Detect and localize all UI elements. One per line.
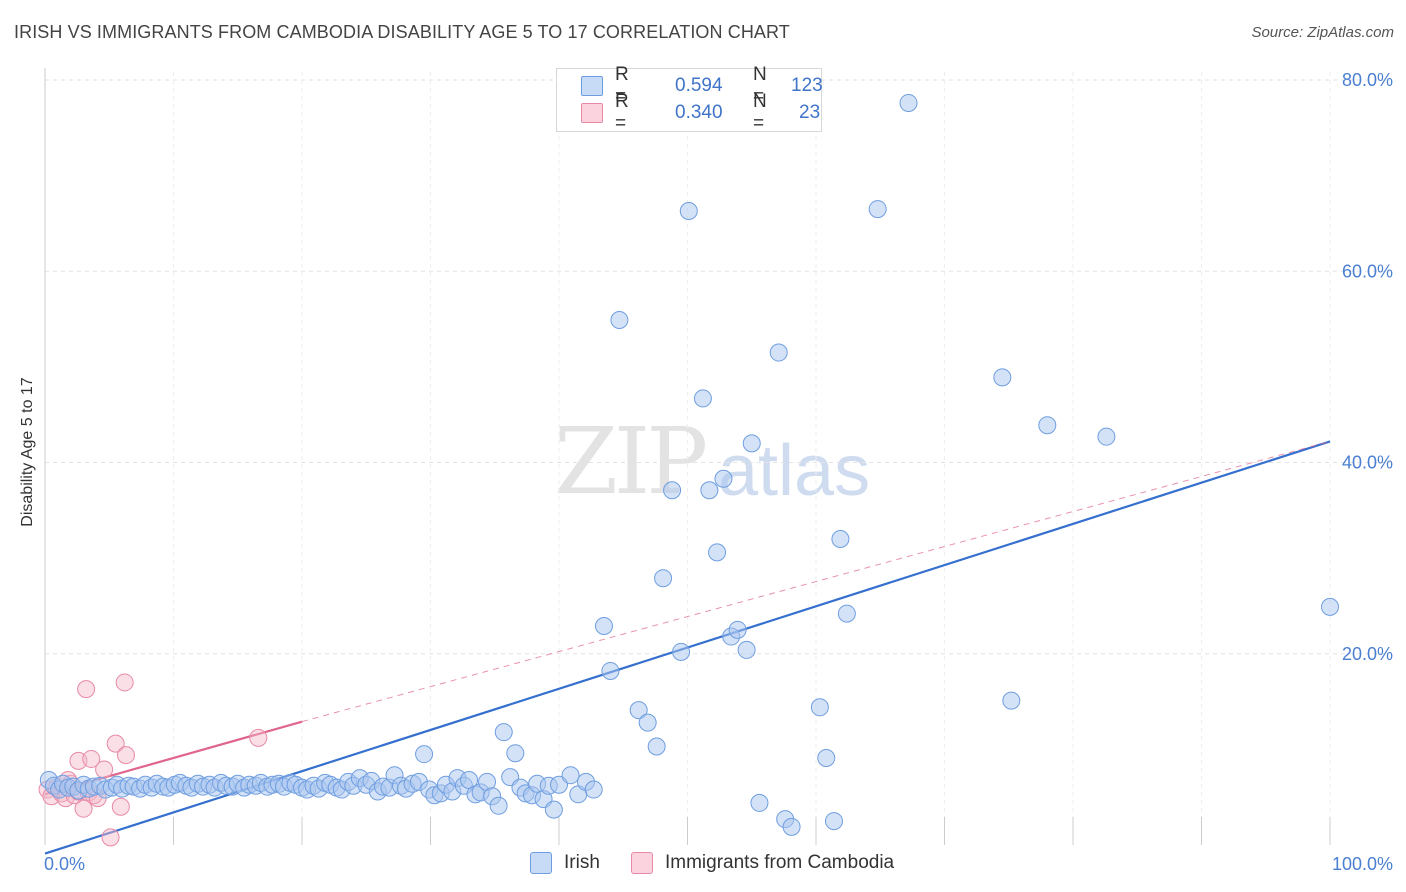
grid-lines bbox=[45, 72, 1390, 845]
data-point-irish bbox=[638, 713, 657, 732]
data-point-irish bbox=[601, 661, 620, 680]
data-point-irish bbox=[672, 642, 691, 661]
data-point-cambodia bbox=[106, 734, 125, 753]
data-point-irish bbox=[737, 640, 756, 659]
data-point-cambodia bbox=[101, 828, 120, 847]
series-legend: Irish Immigrants from Cambodia bbox=[0, 850, 1406, 878]
data-point-irish bbox=[899, 93, 918, 112]
data-point-irish bbox=[782, 817, 801, 836]
legend-r-label: R = bbox=[615, 64, 629, 107]
data-point-irish bbox=[1038, 416, 1057, 435]
data-point-irish bbox=[750, 793, 769, 812]
data-point-irish bbox=[489, 796, 508, 815]
y-tick-label: 20.0% bbox=[1342, 644, 1393, 664]
x-tick-label: 0.0% bbox=[44, 854, 85, 874]
data-point-irish bbox=[494, 723, 513, 742]
data-point-irish bbox=[714, 469, 733, 488]
legend-r-value: 0.594 bbox=[675, 75, 723, 96]
data-point-irish bbox=[544, 800, 563, 819]
data-point-irish bbox=[868, 200, 887, 219]
legend-label-cambodia: Immigrants from Cambodia bbox=[665, 852, 895, 873]
data-point-irish bbox=[663, 481, 682, 500]
legend-n-label: N = bbox=[753, 91, 767, 134]
data-point-irish bbox=[993, 368, 1012, 387]
legend-label-irish: Irish bbox=[564, 852, 600, 873]
correlation-legend: R = 0.594 N = 123 R = 0.340 N = 23 bbox=[556, 64, 823, 134]
legend-swatch-irish bbox=[581, 76, 603, 96]
y-tick-label: 60.0% bbox=[1342, 261, 1393, 281]
data-point-irish bbox=[561, 766, 580, 785]
data-point-irish bbox=[693, 389, 712, 408]
x-tick-label: 100.0% bbox=[1332, 854, 1393, 874]
data-point-irish bbox=[1097, 427, 1116, 446]
chart-title: IRISH VS IMMIGRANTS FROM CAMBODIA DISABI… bbox=[14, 22, 790, 42]
axes bbox=[44, 68, 1331, 845]
legend-item-irish[interactable]: Irish bbox=[530, 852, 600, 874]
data-point-irish bbox=[708, 543, 727, 562]
legend-n-value: 123 bbox=[791, 75, 823, 96]
data-point-irish bbox=[629, 701, 648, 720]
trend-line-cambodia-extended bbox=[301, 440, 1331, 723]
tick-labels: 20.0% 40.0% 60.0% 80.0% 0.0% 100.0% bbox=[44, 70, 1393, 874]
data-point-irish bbox=[742, 434, 761, 453]
data-point-cambodia bbox=[115, 673, 134, 692]
data-point-irish bbox=[700, 481, 719, 500]
data-point-cambodia bbox=[82, 749, 101, 768]
data-point-cambodia bbox=[111, 797, 130, 816]
legend-swatch-cambodia bbox=[581, 103, 603, 123]
legend-n-label: N = bbox=[753, 64, 767, 107]
data-point-cambodia bbox=[77, 680, 96, 699]
data-point-irish bbox=[824, 812, 843, 831]
data-point-irish bbox=[584, 780, 603, 799]
legend-swatch-cambodia bbox=[631, 852, 653, 874]
data-point-cambodia bbox=[249, 728, 268, 747]
data-point-irish bbox=[817, 748, 836, 767]
source-label: Source: ZipAtlas.com bbox=[1251, 24, 1394, 41]
data-point-irish bbox=[831, 530, 850, 548]
data-point-irish bbox=[837, 604, 856, 623]
data-point-irish bbox=[506, 744, 525, 763]
legend-n-value: 23 bbox=[799, 102, 821, 123]
data-point-irish bbox=[415, 745, 434, 764]
data-point-irish bbox=[769, 343, 788, 362]
data-point-irish bbox=[647, 737, 666, 756]
watermark-zip: ZIP bbox=[554, 408, 708, 515]
legend-r-value: 0.340 bbox=[675, 102, 723, 123]
data-point-irish bbox=[610, 311, 629, 330]
data-point-irish bbox=[1002, 691, 1021, 710]
data-point-cambodia bbox=[116, 746, 135, 765]
y-tick-label: 80.0% bbox=[1342, 70, 1393, 90]
data-point-cambodia bbox=[74, 799, 93, 818]
legend-r-label: R = bbox=[615, 91, 629, 134]
series-irish-points bbox=[39, 93, 1339, 836]
data-point-irish bbox=[728, 620, 747, 639]
y-tick-label: 40.0% bbox=[1342, 453, 1393, 473]
legend-item-cambodia[interactable]: Immigrants from Cambodia bbox=[631, 852, 894, 874]
data-point-irish bbox=[1321, 597, 1339, 616]
legend-swatch-irish bbox=[530, 852, 552, 874]
data-point-irish bbox=[594, 617, 613, 636]
data-point-irish bbox=[679, 202, 698, 221]
data-point-irish bbox=[810, 698, 829, 717]
data-point-irish bbox=[550, 775, 568, 794]
data-point-irish bbox=[654, 569, 673, 588]
